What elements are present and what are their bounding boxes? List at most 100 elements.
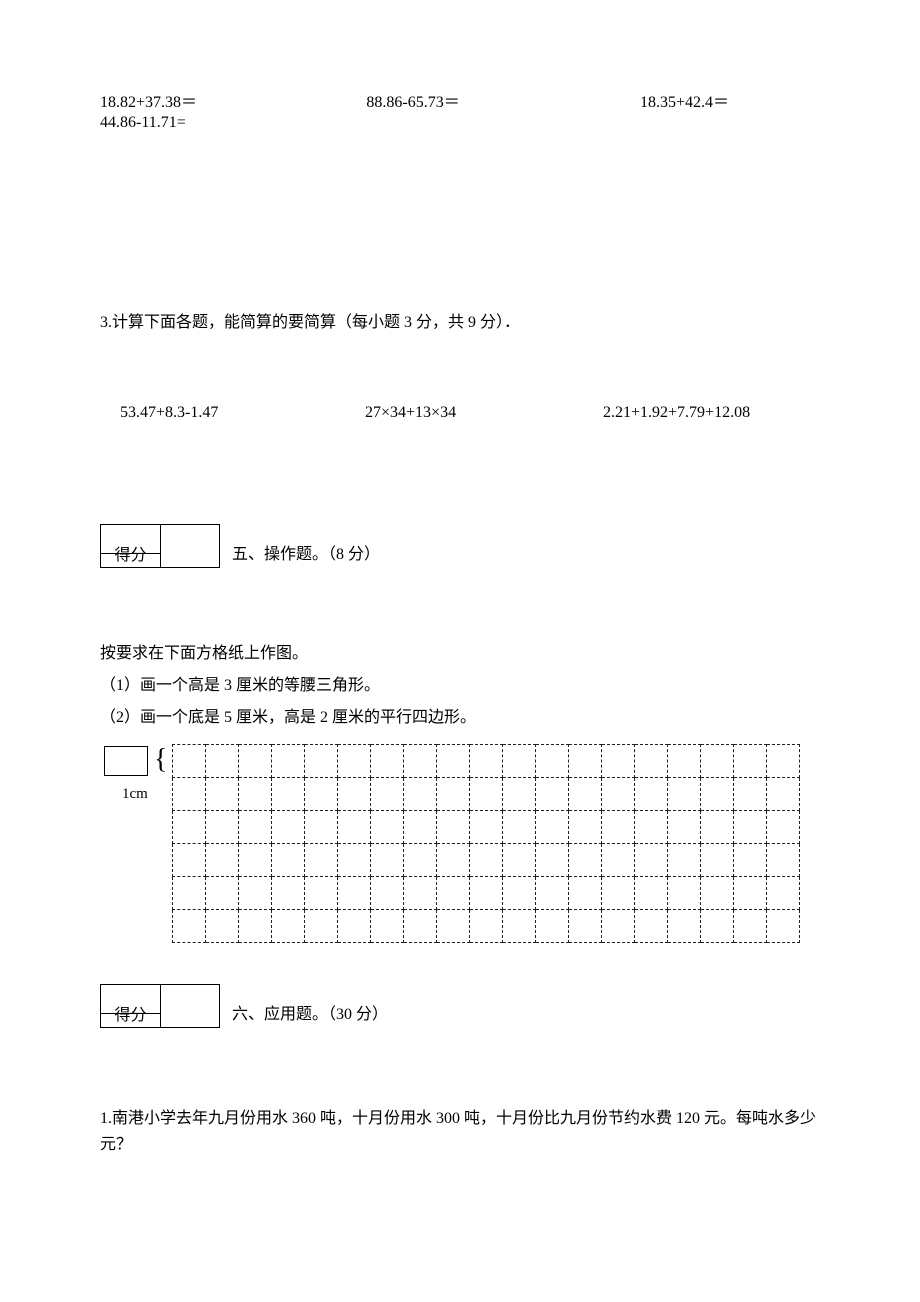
section-6-title: 六、应用题。（30 分）	[232, 1000, 388, 1028]
equation-1a: 18.82+37.38＝	[100, 88, 366, 112]
grid-cell	[536, 778, 569, 811]
grid-cell	[437, 844, 470, 877]
grid-cell	[272, 778, 305, 811]
grid-cell	[305, 778, 338, 811]
grid-cell	[767, 778, 800, 811]
grid-cell	[569, 745, 602, 778]
grid-cell	[602, 877, 635, 910]
grid-cell	[272, 844, 305, 877]
score-label-cell-6: 得分	[101, 985, 161, 1027]
grid-cell	[569, 877, 602, 910]
grid-cell	[602, 910, 635, 943]
grid-cell	[338, 778, 371, 811]
score-box-5: 得分	[100, 524, 220, 568]
grid-cell	[206, 910, 239, 943]
grid-cell	[668, 745, 701, 778]
grid-paper	[172, 744, 800, 943]
grid-cell	[305, 877, 338, 910]
grid-cell	[635, 877, 668, 910]
grid-cell	[734, 745, 767, 778]
grid-cell	[668, 844, 701, 877]
grid-cell	[404, 811, 437, 844]
grid-cell	[569, 844, 602, 877]
grid-cell	[437, 877, 470, 910]
score-label-cell-5: 得分	[101, 525, 161, 567]
section-5-intro: 按要求在下面方格纸上作图。	[100, 638, 820, 670]
grid-cell	[503, 745, 536, 778]
grid-cell	[602, 745, 635, 778]
grid-cell	[338, 877, 371, 910]
grid-cell	[239, 877, 272, 910]
grid-cell	[206, 877, 239, 910]
grid-cell	[503, 877, 536, 910]
grid-cell	[338, 745, 371, 778]
grid-cell	[503, 844, 536, 877]
grid-cell	[470, 877, 503, 910]
equation-1b: 88.86‐65.73＝	[366, 88, 640, 112]
grid-cell	[239, 811, 272, 844]
grid-cell	[206, 745, 239, 778]
score-value-cell-5	[161, 525, 219, 567]
grid-cell	[602, 811, 635, 844]
grid-cell	[338, 811, 371, 844]
grid-cell	[338, 910, 371, 943]
equation-1c: 18.35+42.4＝	[640, 88, 820, 112]
cm-label: 1cm	[122, 786, 148, 803]
grid-cell	[635, 910, 668, 943]
grid-cell	[536, 811, 569, 844]
grid-cell	[470, 811, 503, 844]
grid-cell	[173, 811, 206, 844]
section-5-header: 得分 五、操作题。（8 分）	[100, 524, 820, 568]
grid-cell	[371, 745, 404, 778]
grid-cell	[404, 745, 437, 778]
grid-cell	[239, 910, 272, 943]
score-value-cell-6	[161, 985, 219, 1027]
grid-cell	[371, 877, 404, 910]
grid-cell	[569, 778, 602, 811]
grid-cell	[404, 877, 437, 910]
grid-cell	[668, 811, 701, 844]
grid-cell	[206, 811, 239, 844]
grid-cell	[470, 778, 503, 811]
grid-cell	[635, 778, 668, 811]
grid-cell	[701, 811, 734, 844]
grid-cell	[173, 745, 206, 778]
section-5-body: 按要求在下面方格纸上作图。 （1）画一个高是 3 厘米的等腰三角形。 （2）画一…	[100, 638, 820, 734]
brace-icon: {	[154, 744, 167, 776]
grid-cell	[437, 778, 470, 811]
q3-title: 3.计算下面各题，能简算的要简算（每小题 3 分，共 9 分）．	[100, 308, 820, 332]
grid-cell	[305, 910, 338, 943]
grid-cell	[536, 745, 569, 778]
grid-cell	[470, 745, 503, 778]
grid-cell	[767, 844, 800, 877]
grid-cell	[206, 844, 239, 877]
grid-cell	[635, 811, 668, 844]
grid-cell	[239, 745, 272, 778]
grid-cell	[470, 910, 503, 943]
score-box-6: 得分	[100, 984, 220, 1028]
grid-cell	[239, 778, 272, 811]
grid-cell	[173, 910, 206, 943]
grid-cell	[701, 877, 734, 910]
section-5-title: 五、操作题。（8 分）	[232, 540, 380, 568]
grid-container: { 1cm	[100, 744, 820, 944]
grid-cell	[767, 910, 800, 943]
score-label-5: 得分	[114, 541, 146, 565]
grid-cell	[767, 745, 800, 778]
grid-cell	[668, 778, 701, 811]
q3-expressions: 53.47+8.3‐1.47 27×34+13×34 2.21+1.92+7.7…	[100, 404, 820, 422]
grid-cell	[734, 877, 767, 910]
grid-cell	[173, 844, 206, 877]
grid-cell	[569, 811, 602, 844]
grid-cell	[437, 910, 470, 943]
grid-cell	[701, 745, 734, 778]
grid-cell	[404, 778, 437, 811]
grid-cell	[569, 910, 602, 943]
equations-row-1: 18.82+37.38＝ 88.86‐65.73＝ 18.35+42.4＝	[100, 0, 820, 112]
grid-cell	[173, 877, 206, 910]
grid-cell	[536, 910, 569, 943]
grid-cell	[404, 910, 437, 943]
grid-cell	[173, 778, 206, 811]
score-label-6: 得分	[114, 1001, 146, 1025]
grid-cell	[536, 844, 569, 877]
